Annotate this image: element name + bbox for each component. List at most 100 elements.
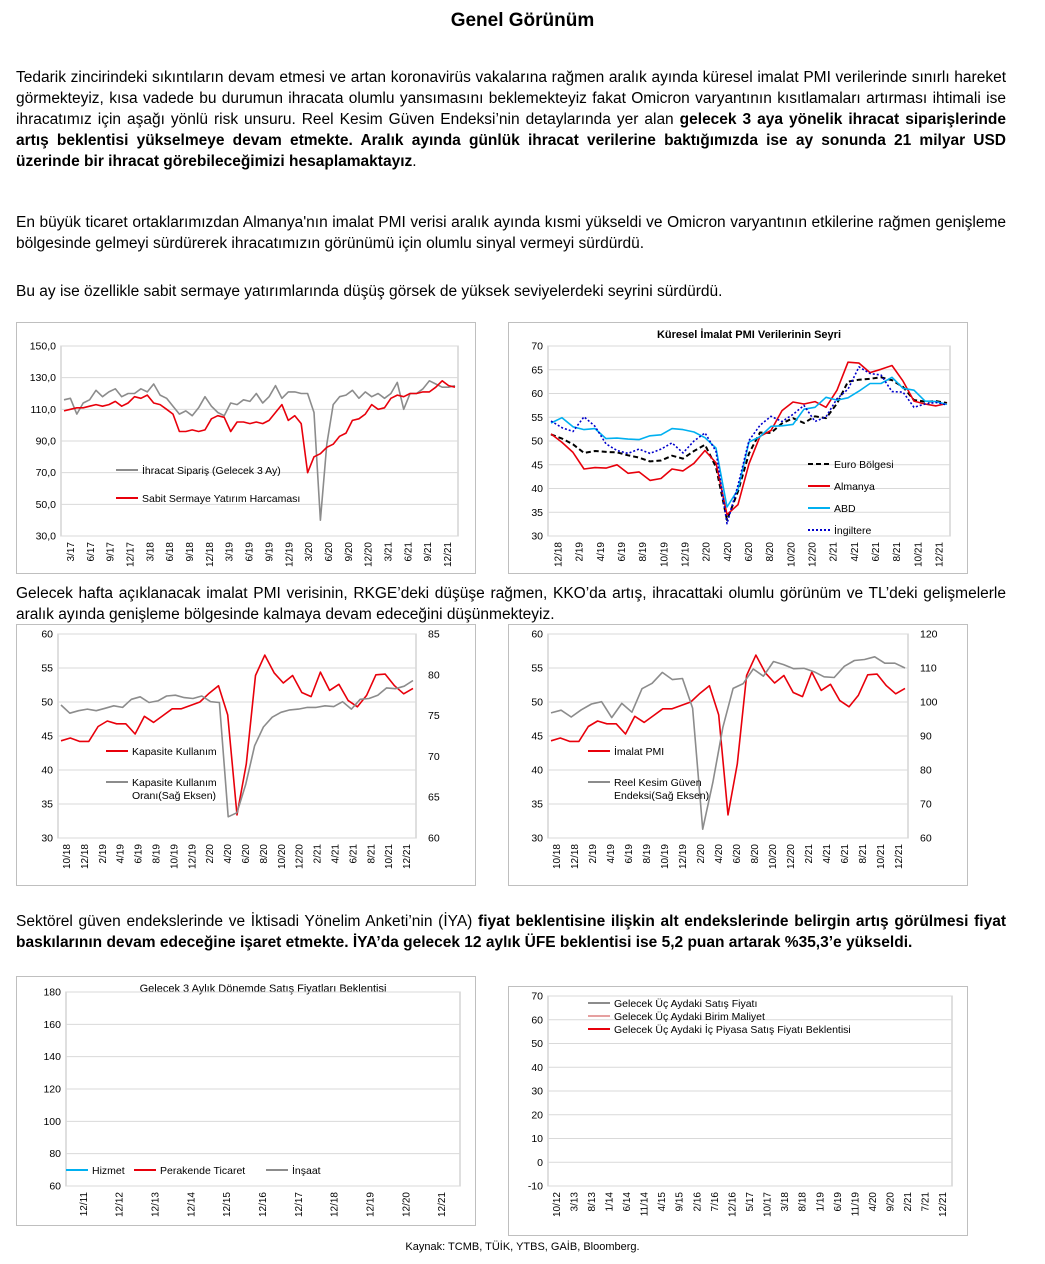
- legend-label: Almanya: [834, 481, 875, 493]
- x-tick-label: 12/13: [151, 1192, 162, 1217]
- y-tick-label: 40: [531, 765, 543, 777]
- y-tick-label: 30: [531, 1086, 543, 1098]
- source-note: Kaynak: TCMB, TÜİK, YTBS, GAİB, Bloomber…: [405, 1241, 640, 1253]
- chart-ihracat-siparis: 150,0 130,0 110,0 90,0 70,0 50,0 30,0 3/17 6/17 9…: [16, 322, 476, 574]
- legend-label: Kapasite Kullanım: [132, 746, 217, 758]
- y-tick-label: 55: [531, 663, 543, 675]
- x-tick-label: 5/17: [745, 1192, 756, 1212]
- chart-frame: [508, 986, 968, 1236]
- paragraph-5-bold: fiyat beklentisine ilişkin alt endeksler…: [16, 913, 1006, 951]
- y-tick-label: 70: [531, 991, 543, 1003]
- x-tick-label: 12/20: [786, 844, 797, 869]
- x-tick-label: 6/20: [324, 542, 335, 562]
- x-tick-label: 12/17: [294, 1192, 305, 1217]
- x-tick-label: 9/15: [675, 1192, 686, 1212]
- x-tick-label: 10/20: [768, 844, 779, 869]
- y-tick-label: 35: [41, 799, 53, 811]
- x-tick-label: 2/19: [575, 542, 586, 562]
- paragraph-1-text: Tedarik zincirindeki sıkıntıların devam …: [16, 69, 1006, 128]
- y-tick-label: 10: [531, 1133, 543, 1145]
- chart-frame: [16, 976, 476, 1226]
- x-tick-label: 6/19: [134, 844, 145, 864]
- x-tick-label: 6/18: [165, 542, 176, 562]
- y2-tick-label: 65: [428, 792, 440, 804]
- x-tick-label: 12/17: [125, 542, 136, 567]
- y2-tick-label: 80: [920, 765, 932, 777]
- x-tick-label: 4/20: [868, 1192, 879, 1212]
- x-tick-label: 11/14: [640, 1192, 651, 1217]
- y-tick-label: 50: [41, 697, 53, 709]
- chart-pmi-rkge: 60 55 50 45 40 35 30 120 110 100 90 80 70 60 10/18 12/1…: [508, 624, 968, 886]
- paragraph-1-bold: gelecek 3 aya yönelik ihracat siparişler…: [16, 111, 1006, 170]
- x-tick-label: 10/18: [552, 844, 563, 869]
- x-tick-label: 10/17: [763, 1192, 774, 1217]
- x-tick-label: 4/21: [330, 844, 341, 864]
- x-tick-label: 12/21: [437, 1192, 448, 1217]
- y-tick-label: -10: [528, 1181, 543, 1193]
- x-tick-label: 10/19: [659, 542, 670, 567]
- x-tick-label: 6/21: [403, 542, 414, 562]
- page-title: Genel Görünüm: [450, 10, 595, 31]
- x-tick-label: 12/19: [681, 542, 692, 567]
- x-tick-label: 2/21: [804, 844, 815, 864]
- chart-kuresel-pmi: Küresel İmalat PMI Verilerinin Seyri 70 65…: [508, 322, 968, 574]
- y2-tick-label: 60: [920, 833, 932, 845]
- x-tick-label: 6/21: [871, 542, 882, 562]
- x-tick-label: 12/19: [187, 844, 198, 869]
- x-tick-label: 4/20: [723, 542, 734, 562]
- x-tick-label: 2/21: [829, 542, 840, 562]
- legend-label: Sabit Sermaye Yatırım Harcaması: [142, 493, 300, 505]
- x-tick-label: 12/20: [364, 542, 375, 567]
- legend-label: İngiltere: [834, 524, 872, 537]
- y-tick-label: 65: [531, 364, 543, 376]
- x-tick-label: 2/21: [903, 1192, 914, 1212]
- y-tick-label: 90,0: [36, 436, 57, 448]
- x-tick-label: 4/21: [822, 844, 833, 864]
- series-line-1: [63, 379, 456, 474]
- y-tick-label: 150,0: [30, 341, 56, 353]
- y-tick-label: 20: [531, 1109, 543, 1121]
- legend-label: Gelecek Üç Aydaki İç Piyasa Satış Fiyatı…: [614, 1023, 851, 1036]
- x-tick-label: 6/20: [732, 844, 743, 864]
- x-tick-label: 3/13: [569, 1192, 580, 1212]
- series-line-3: [550, 366, 948, 525]
- y-tick-label: 35: [531, 507, 543, 519]
- x-tick-label: 6/19: [624, 844, 635, 864]
- y-tick-label: 180: [43, 987, 61, 999]
- x-tick-label: 12/21: [934, 542, 945, 567]
- x-tick-label: 2/19: [588, 844, 599, 864]
- y-tick-label: 80: [49, 1148, 61, 1160]
- series-line-1: [60, 679, 414, 818]
- x-tick-label: 4/21: [850, 542, 861, 562]
- x-tick-label: 12/19: [678, 844, 689, 869]
- y-tick-label: 50: [531, 697, 543, 709]
- x-tick-label: 12/14: [186, 1192, 197, 1217]
- y2-tick-label: 100: [920, 697, 938, 709]
- y-tick-label: 35: [531, 799, 543, 811]
- legend-label: Reel Kesim Güven: [614, 777, 702, 789]
- y-tick-label: 100: [43, 1116, 61, 1128]
- legend-label: Gelecek Üç Aydaki Birim Maliyet: [614, 1011, 765, 1023]
- x-tick-label: 12/19: [284, 542, 295, 567]
- x-tick-label: 10/21: [913, 542, 924, 567]
- x-tick-label: 8/19: [638, 542, 649, 562]
- series-line-0: [550, 376, 948, 521]
- x-tick-label: 12/18: [570, 844, 581, 869]
- x-tick-label: 10/21: [876, 844, 887, 869]
- x-tick-label: 8/18: [798, 1192, 809, 1212]
- paragraph-5: Sektörel güven endekslerinde ve İktisadi…: [16, 911, 1006, 953]
- x-tick-label: 6/14: [622, 1192, 633, 1212]
- x-tick-label: 12/20: [401, 1192, 412, 1217]
- x-tick-label: 6/21: [840, 844, 851, 864]
- x-tick-label: 2/20: [702, 542, 713, 562]
- x-tick-label: 10/12: [552, 1192, 563, 1217]
- series-line-1: [550, 361, 948, 516]
- x-tick-label: 12/16: [727, 1192, 738, 1217]
- x-tick-label: 12/21: [443, 542, 454, 567]
- x-tick-label: 8/21: [892, 542, 903, 562]
- chart-title: Küresel İmalat PMI Verilerinin Seyri: [657, 328, 841, 341]
- x-tick-label: 4/20: [714, 844, 725, 864]
- x-tick-label: 8/19: [642, 844, 653, 864]
- x-tick-label: 3/18: [145, 542, 156, 562]
- x-tick-label: 9/20: [886, 1192, 897, 1212]
